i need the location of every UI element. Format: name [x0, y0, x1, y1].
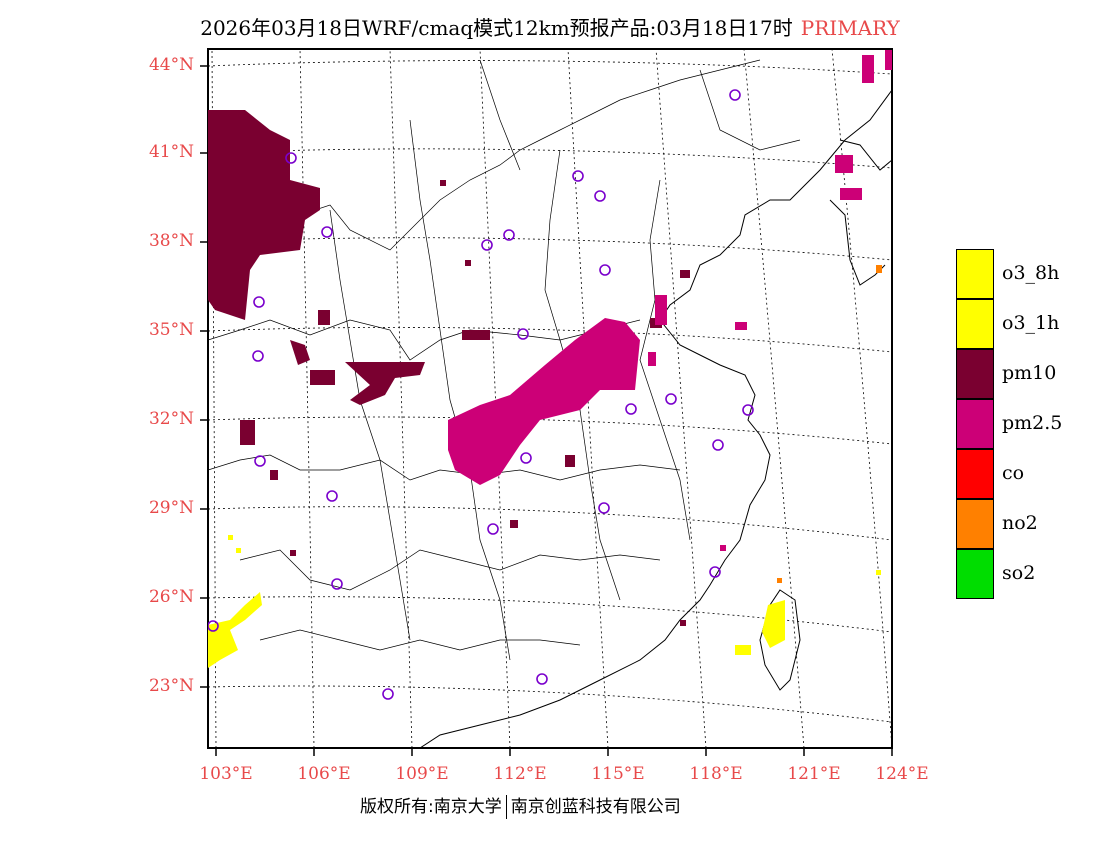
legend-label: no2	[1002, 512, 1038, 534]
lat-label-23: 23°N	[148, 676, 194, 696]
no2-regions	[777, 265, 882, 583]
legend-swatch	[956, 499, 994, 549]
legend-label: o3_8h	[1002, 262, 1060, 284]
lat-label-32: 32°N	[148, 409, 194, 429]
title-tag: PRIMARY	[800, 16, 900, 40]
lat-label-29: 29°N	[148, 498, 194, 518]
legend-swatch	[956, 299, 994, 349]
lat-label-38: 38°N	[148, 231, 194, 251]
lon-label-115: 115°E	[591, 764, 645, 784]
map-title: 2026年03月18日WRF/cmaq模式12km预报产品:03月18日17时 P…	[0, 12, 1100, 41]
copyright-left: 版权所有:南京大学	[360, 797, 502, 817]
legend-label: pm10	[1002, 362, 1057, 384]
copyright: 版权所有:南京大学 南京创蓝科技有限公司	[360, 792, 681, 819]
lat-label-35: 35°N	[148, 320, 194, 340]
copyright-right: 南京创蓝科技有限公司	[510, 797, 681, 817]
lon-label-121: 121°E	[787, 764, 841, 784]
lat-label-26: 26°N	[148, 587, 194, 607]
copyright-separator	[505, 795, 507, 819]
legend-swatch	[956, 399, 994, 449]
axis-ticks	[200, 65, 893, 756]
lon-label-109: 109°E	[395, 764, 449, 784]
pm25-regions	[448, 50, 892, 551]
legend-swatch	[956, 249, 994, 299]
legend-swatch	[956, 349, 994, 399]
legend-label: co	[1002, 462, 1025, 484]
legend-label: pm2.5	[1002, 412, 1063, 434]
o3-regions	[208, 535, 881, 668]
lon-label-112: 112°E	[493, 764, 547, 784]
legend-swatch	[956, 549, 994, 599]
station-markers	[208, 89, 754, 700]
lon-label-124: 124°E	[875, 764, 929, 784]
lon-label-106: 106°E	[297, 764, 351, 784]
province-borders	[208, 59, 801, 661]
lon-label-103: 103°E	[199, 764, 253, 784]
graticule-meridians	[211, 49, 892, 748]
title-text: 2026年03月18日WRF/cmaq模式12km预报产品:03月18日17时	[200, 16, 793, 40]
pm10-regions	[208, 110, 690, 626]
legend-label: o3_1h	[1002, 312, 1060, 334]
lat-label-44: 44°N	[148, 55, 194, 75]
lat-label-41: 41°N	[148, 142, 194, 162]
lon-label-118: 118°E	[689, 764, 743, 784]
legend-label: so2	[1002, 562, 1036, 584]
legend-swatch	[956, 449, 994, 499]
